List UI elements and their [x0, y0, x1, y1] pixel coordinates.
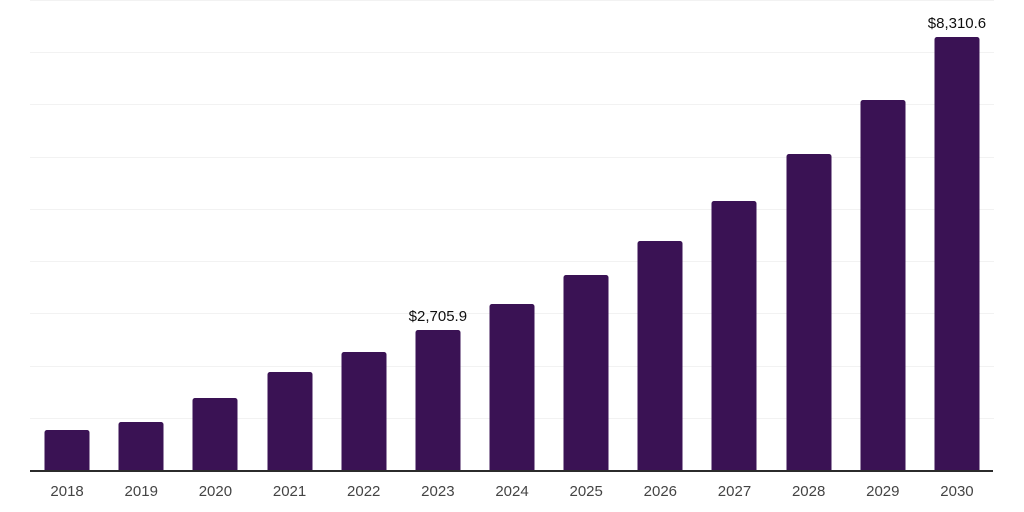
data-label-2023: $2,705.9: [408, 307, 468, 325]
gridline: [30, 104, 994, 106]
bar-column-2025: [549, 1, 623, 471]
x-tick-label-2019: 2019: [124, 483, 158, 500]
data-label-2030: $8,310.6: [927, 15, 987, 33]
bar-column-2023: $2,705.9: [401, 1, 475, 471]
x-tick-label-2020: 2020: [198, 483, 233, 500]
gridline: [30, 0, 994, 1]
bar-column-2026: [623, 1, 697, 471]
bar-column-2018: [30, 1, 104, 471]
bar-2029: [860, 99, 906, 471]
bar-2027: [711, 200, 757, 471]
x-tick-label-2024: 2024: [495, 483, 529, 500]
x-tick-label-2022: 2022: [347, 483, 381, 500]
bar-column-2024: [475, 1, 549, 471]
bar-series: $2,705.9 $8,310.6: [30, 1, 994, 471]
bar-column-2030: $8,310.6: [920, 1, 994, 471]
x-tick-label-2018: 2018: [50, 483, 84, 500]
x-tick-label-2021: 2021: [272, 483, 307, 500]
x-tick-label-2027: 2027: [717, 483, 752, 500]
bar-2030: [934, 37, 980, 471]
bar-2026: [637, 240, 683, 471]
x-tick-label-2025: 2025: [569, 483, 603, 500]
bar-2021: [267, 372, 313, 471]
x-axis-line: [30, 470, 993, 472]
bar-2022: [341, 351, 387, 471]
bar-column-2029: [846, 1, 920, 471]
x-tick-label-2029: 2029: [866, 483, 900, 500]
x-axis-tick-labels: 2018 2019 2020 2021 2022 2023 2024 2025 2026 2027…: [30, 483, 994, 500]
gridline: [30, 156, 994, 158]
x-tick-label-2028: 2028: [791, 483, 826, 500]
bar-column-2019: [104, 1, 178, 471]
bar-2018: [44, 429, 90, 471]
gridline: [30, 52, 994, 54]
bar-column-2022: [327, 1, 401, 471]
bar-column-2021: [252, 1, 326, 471]
bar-column-2027: [697, 1, 771, 471]
x-tick-label-2023: 2023: [421, 483, 455, 500]
bar-2019: [118, 421, 164, 471]
bar-2020: [192, 398, 238, 471]
bar-2028: [786, 153, 832, 471]
bar-2023: [415, 329, 461, 471]
x-tick-label-2030: 2030: [940, 483, 974, 500]
x-tick-label-2026: 2026: [643, 483, 678, 500]
gridline: [30, 261, 994, 263]
bar-2024: [489, 303, 535, 471]
bar-2025: [563, 274, 609, 471]
bar-column-2028: [772, 1, 846, 471]
plot-area: $2,705.9 $8,310.6: [30, 0, 994, 471]
gridline: [30, 208, 994, 210]
bar-column-2020: [178, 1, 252, 471]
